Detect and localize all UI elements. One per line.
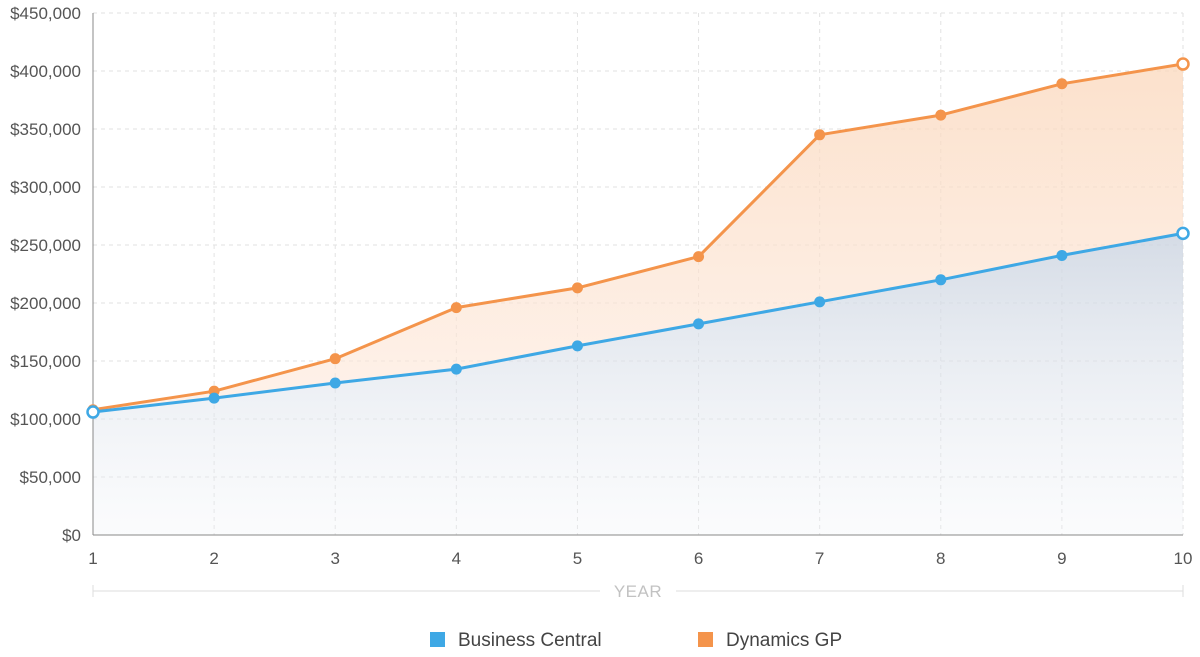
point-business-central[interactable] bbox=[693, 318, 705, 330]
point-business-central[interactable] bbox=[86, 405, 100, 419]
point-business-central[interactable] bbox=[1056, 249, 1068, 261]
legend-item-dynamics-gp[interactable]: Dynamics GP bbox=[698, 630, 842, 651]
legend: Business Central Dynamics GP bbox=[430, 630, 842, 651]
y-tick-label: $200,000 bbox=[10, 294, 81, 313]
point-dynamics-gp[interactable] bbox=[814, 129, 826, 141]
point-business-central[interactable] bbox=[329, 377, 341, 389]
y-tick-label: $150,000 bbox=[10, 352, 81, 371]
areas bbox=[93, 64, 1183, 535]
x-tick-label: 8 bbox=[936, 549, 945, 568]
point-dynamics-gp[interactable] bbox=[329, 353, 341, 365]
point-dynamics-gp[interactable] bbox=[935, 109, 947, 121]
point-business-central[interactable] bbox=[208, 392, 220, 404]
y-tick-label: $450,000 bbox=[10, 4, 81, 23]
x-tick-label: 1 bbox=[88, 549, 97, 568]
x-tick-label: 6 bbox=[694, 549, 703, 568]
point-dynamics-gp[interactable] bbox=[450, 302, 462, 314]
point-business-central[interactable] bbox=[814, 296, 826, 308]
point-business-central[interactable] bbox=[1176, 226, 1190, 241]
point-business-central[interactable] bbox=[450, 363, 462, 375]
line-dynamics-gp bbox=[92, 62, 1184, 412]
y-tick-label: $400,000 bbox=[10, 62, 81, 81]
x-tick-label: 7 bbox=[815, 549, 824, 568]
point-business-central[interactable] bbox=[571, 340, 583, 352]
series-lines bbox=[92, 62, 1184, 414]
point-dynamics-gp[interactable] bbox=[1176, 57, 1190, 71]
y-tick-label: $300,000 bbox=[10, 178, 81, 197]
tick-labels: $0 $50,000 $100,000 $150,000 $200,000 $250,00… bbox=[10, 4, 1192, 568]
axes bbox=[92, 13, 1183, 536]
y-tick-label: $250,000 bbox=[10, 236, 81, 255]
area-dynamics-gp bbox=[93, 64, 1183, 412]
x-axis-title: YEAR bbox=[614, 582, 662, 601]
x-tick-label: 9 bbox=[1057, 549, 1066, 568]
point-dynamics-gp[interactable] bbox=[693, 251, 705, 263]
x-tick-label: 3 bbox=[330, 549, 339, 568]
legend-item-business-central[interactable]: Business Central bbox=[430, 630, 602, 651]
y-tick-label: $50,000 bbox=[20, 468, 81, 487]
x-tick-label: 2 bbox=[209, 549, 218, 568]
x-axis-title-group: YEAR bbox=[92, 582, 1184, 601]
point-dynamics-gp[interactable] bbox=[571, 282, 583, 294]
legend-swatch bbox=[698, 632, 713, 647]
area-business-central bbox=[93, 233, 1183, 535]
x-tick-label: 4 bbox=[452, 549, 461, 568]
x-tick-label: 5 bbox=[573, 549, 582, 568]
legend-label: Business Central bbox=[458, 630, 602, 651]
legend-swatch bbox=[430, 632, 445, 647]
point-business-central[interactable] bbox=[935, 274, 947, 286]
line-business-central bbox=[92, 231, 1184, 414]
x-tick-label: 10 bbox=[1174, 549, 1193, 568]
data-points bbox=[86, 57, 1190, 419]
y-tick-label: $350,000 bbox=[10, 120, 81, 139]
legend-label: Dynamics GP bbox=[726, 630, 842, 651]
y-tick-label: $100,000 bbox=[10, 410, 81, 429]
point-dynamics-gp[interactable] bbox=[1056, 78, 1068, 90]
y-tick-label: $0 bbox=[62, 526, 81, 545]
